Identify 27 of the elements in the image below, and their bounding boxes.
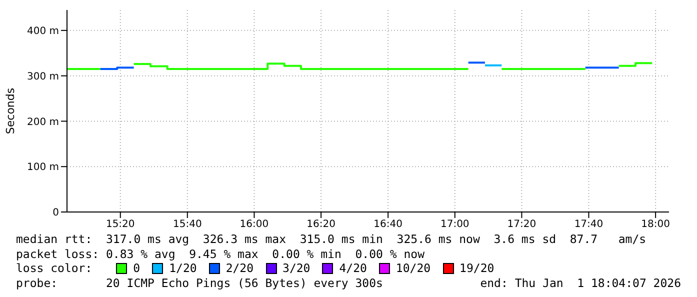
y-tick-label: 100 m <box>26 162 59 174</box>
text: probe: 20 ICMP Echo Pings (56 Bytes) every 300s <box>16 276 383 290</box>
text: packet loss: 0.83 % avg 9.45 % max 0.00 % min 0.00 % now <box>16 246 426 261</box>
legend-label: 2/20 <box>226 261 254 276</box>
x-tick-label: 16:20 <box>306 219 336 230</box>
x-tick-label: 16:40 <box>374 219 402 230</box>
x-tick-label: 17:20 <box>507 219 536 230</box>
y-tick-label: 400 m <box>26 26 59 37</box>
x-tick-label: 15:40 <box>172 219 202 230</box>
text: median rtt: 317.0 ms avg 326.3 ms max 315.0 ms min 325.6 ms now 3.6 ms sd 87.7 am/s <box>16 232 648 246</box>
y-tick-label: 0 <box>52 208 59 219</box>
legend-label: 0 <box>133 261 140 276</box>
legend-title: loss color: <box>16 261 92 276</box>
legend-label: 3/20 <box>282 261 310 276</box>
legend-label: 19/20 <box>460 261 494 276</box>
legend-label: 10/20 <box>396 261 431 276</box>
y-axis-title: Seconds <box>4 88 17 134</box>
x-tick-label: 15:20 <box>106 219 135 230</box>
y-tick-label: 300 m <box>26 71 59 82</box>
x-tick-label: 16:00 <box>240 219 269 230</box>
legend-label: 4/20 <box>339 261 367 276</box>
x-tick-label: 17:40 <box>574 219 604 230</box>
text: end: Thu Jan 1 18:04:07 2026 <box>480 276 681 290</box>
x-tick-label: 17:00 <box>440 219 470 230</box>
y-tick-label: 200 m <box>26 116 59 128</box>
legend-label: 1/20 <box>169 261 197 276</box>
x-tick-label: 18:00 <box>641 219 670 230</box>
